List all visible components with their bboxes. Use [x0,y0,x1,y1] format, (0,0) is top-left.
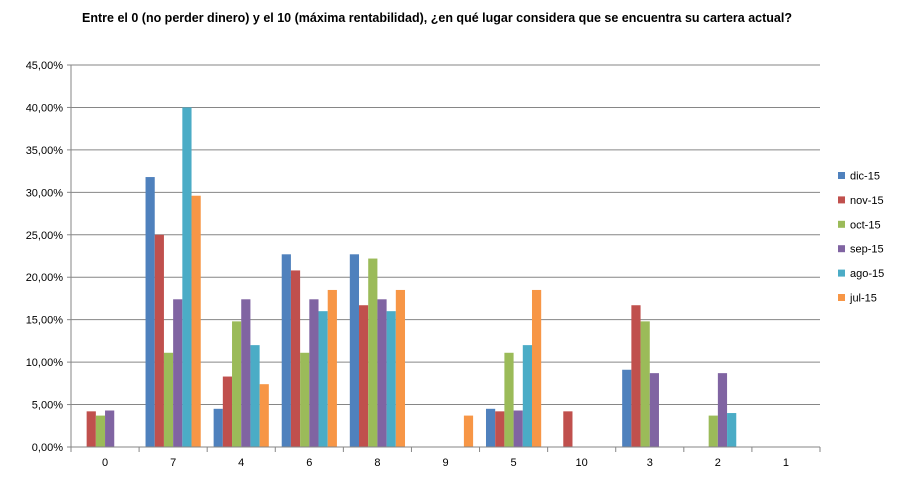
bar [485,408,496,447]
bar [649,373,659,447]
bar [531,289,542,447]
bar [232,321,242,447]
x-tick-label: 0 [102,457,108,469]
legend-swatch [838,269,845,277]
bar [173,299,183,447]
bar [191,195,201,447]
y-tick-label: 45,00% [26,60,64,72]
bar [386,311,396,447]
bar [318,311,328,447]
y-tick-label: 5,00% [32,400,63,412]
bars [86,107,737,447]
bar [163,352,174,447]
bar [708,415,718,447]
bar [359,305,369,447]
bar [717,373,728,447]
legend-label: nov-15 [850,195,884,207]
bar [368,258,378,447]
legend-label: oct-15 [850,219,881,231]
x-tick-label: 7 [170,457,176,469]
bar [250,345,260,447]
legend-swatch [838,220,845,228]
x-axis-tick-labels: 0 7 4 6 8 9 5 10 3 2 1 [102,457,789,469]
x-tick-label: 10 [576,457,588,469]
legend: dic-15 nov-15 oct-15 sep-15 ago-15 jul-15 [838,171,884,305]
legend-swatch [838,172,845,179]
bar [86,411,96,447]
x-tick-label: 6 [306,457,312,469]
y-tick-label: 35,00% [26,145,64,157]
x-tick-label: 5 [511,457,517,469]
bar [281,254,291,447]
bar [377,299,387,447]
chart-title: Entre el 0 (no perder dinero) y el 10 (m… [82,11,792,25]
y-tick-label: 20,00% [26,272,64,284]
x-tick-label: 2 [715,457,721,469]
y-tick-label: 40,00% [26,102,64,114]
x-tick-label: 8 [374,457,380,469]
bar [213,408,223,447]
y-axis-tick-labels: 0,00% 5,00% 10,00% 15,00% 20,00% 25,00% 30,00%… [26,60,64,454]
x-tick-label: 9 [442,457,448,469]
bar [300,352,310,447]
legend-label: dic-15 [850,171,880,183]
y-tick-label: 15,00% [26,315,64,327]
bar [290,270,301,447]
bar [95,415,106,447]
bar [395,289,406,447]
bar [631,305,641,447]
legend-label: sep-15 [850,244,884,256]
bar [241,299,251,447]
bar [182,107,192,447]
x-tick-label: 4 [238,457,244,469]
bar [504,352,514,447]
bar [727,413,737,447]
x-tick-label: 1 [783,457,789,469]
legend-swatch [838,245,845,253]
bar [222,376,233,447]
y-tick-label: 25,00% [26,230,64,242]
legend-label: ago-15 [850,268,884,280]
x-tick-label: 3 [647,457,653,469]
bar [622,369,632,447]
legend-swatch [838,196,845,204]
y-tick-label: 10,00% [26,357,64,369]
bar [640,321,650,447]
y-tick-label: 0,00% [32,442,63,454]
legend-swatch [838,294,845,301]
bar [309,299,319,447]
bar [259,384,269,447]
axes [67,64,821,452]
bar [522,345,532,447]
bar [145,177,155,447]
bar [349,254,360,447]
legend-label: jul-15 [849,293,877,305]
bar [513,410,523,447]
y-tick-label: 30,00% [26,187,64,199]
bar [495,411,505,447]
bar [105,410,115,447]
bar [563,411,573,447]
bar [154,234,164,447]
bar [463,415,474,447]
bar [327,289,337,447]
